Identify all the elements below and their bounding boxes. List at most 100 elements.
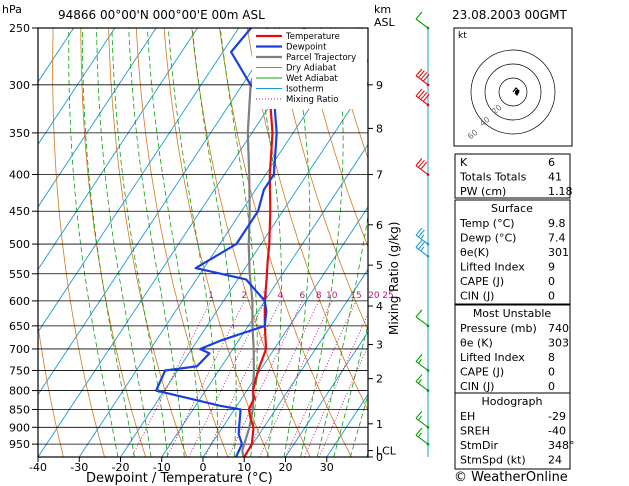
isotherm-line [38,28,116,146]
mixing-ratio-line [259,300,333,457]
legend-label: Parcel Trajectory [286,53,356,63]
most-unstable-key: Pressure (mb) [460,322,537,335]
dry-adiabat-line [580,28,629,457]
mixing-ratio-label: 4 [277,291,283,301]
pressure-tick-label: 650 [9,320,30,333]
hodograph-trace [512,87,520,97]
info-panel: K 6 Totals Totals 41 PW (cm) 1.18 Surface Temp … [454,153,575,470]
mixing-ratio-label: 10 [326,291,338,301]
mixing-ratio-line [204,300,281,457]
km-tick-label: 3 [376,338,383,351]
hodograph-info-value: 24 [548,454,562,467]
legend-label: Isotherm [286,85,324,95]
wet-adiabat-line [349,393,368,457]
surface-key: Temp (°C) [459,217,515,230]
legend-label: Dewpoint [286,43,327,53]
wind-barb [415,68,430,87]
wind-barb [415,427,430,446]
isotherm-line [243,268,368,457]
station-header: 94866 00°00'N 000°00'E 00m ASL [58,8,265,22]
isotherm-line [285,331,368,457]
dry-adiabat-line [302,28,368,248]
surface-title: Surface [491,202,533,215]
pressure-axis: 250 300 350 400 450 500 550 600 650 700 750 800 850 9… [9,22,38,451]
hodograph-info-value: -29 [548,410,566,423]
mixing-ratio-labels: 1 2 3 4 6 8 10 15 20 25 [208,291,394,301]
hodograph-ring-60 [470,49,556,135]
most-unstable-value: 303 [548,337,569,350]
hodograph-unit: kt [458,31,467,41]
dry-adiabat-line [608,28,629,457]
wind-barb [415,309,430,328]
pressure-tick-label: 750 [9,364,30,377]
pressure-tick-label: 500 [9,238,30,251]
dry-adiabat-line [246,28,368,411]
dewpoint-line [155,28,278,457]
surface-key: Lifted Index [460,261,525,274]
legend-label: Dry Adiabat [286,64,337,74]
pressure-tick-label: 550 [9,268,30,281]
wet-adiabat-line [82,28,135,457]
dry-adiabat-line [80,28,147,457]
surface-key: CIN (J) [460,290,494,303]
surface-box [454,199,571,305]
most-unstable-key: θe (K) [460,337,493,350]
mixing-ratio-label: 8 [316,291,322,301]
pressure-tick-label: 400 [9,169,30,182]
wet-adiabat-line [283,28,311,457]
mixing-ratio-line [303,312,368,457]
pressure-tick-label: 250 [9,22,30,35]
wet-adiabat-line [316,213,368,457]
pressure-tick-label: 300 [9,79,30,92]
indices-box [454,153,571,199]
km-tick-label: 2 [376,373,383,386]
hodograph: kt 20 40 60 [453,27,573,147]
surface-value: 7.4 [548,232,566,245]
isotherm-line [161,143,368,457]
pressure-tick-label: 850 [9,403,30,416]
most-unstable-value: 740 [548,322,569,335]
x-axis-title: Dewpoint / Temperature (°C) [86,471,273,486]
dry-adiabat-line [330,28,368,160]
index-key: Totals Totals [459,171,527,184]
dry-adiabat-line [38,322,64,457]
dry-adiabat-line [135,28,229,457]
km-tick-label: 9 [376,79,383,92]
temperature-tick-label: 10 [237,461,251,474]
mixing-ratio-label: 3 [262,291,268,301]
wind-barb [415,11,430,30]
datetime-header: 23.08.2003 00GMT [452,8,567,22]
km-tick-label: 4 [376,300,383,313]
hodograph-info-title: Hodograph [482,395,543,408]
legend-background [252,29,367,109]
km-tick-label: 6 [376,219,383,232]
temperature-tick-label: 30 [320,461,334,474]
most-unstable-key: CIN (J) [460,380,494,393]
wet-adiabat-line [192,28,237,457]
index-key: K [460,156,468,169]
isotherm-line [38,28,240,333]
temperature-tick-label: -10 [153,461,171,474]
hodograph-info-value: 348° [548,439,575,452]
pressure-tick-label: 800 [9,385,30,398]
hodograph-frame [453,27,573,147]
temperature-tick-label: -40 [29,461,47,474]
pressure-tick-label: 450 [9,205,30,218]
temperature-tick-label: -20 [112,461,130,474]
copyright-footer: © WeatherOnline [454,470,568,485]
temperature-tick-label: 0 [200,461,207,474]
wet-adiabat-line [147,28,202,457]
mixing-ratio-label: 20 [368,291,380,301]
most-unstable-title: Most Unstable [473,307,552,320]
hodograph-info-key: SREH [460,425,490,438]
isotherm-line [202,206,368,457]
dry-adiabat-line [108,28,188,457]
isotherm-line [38,28,281,396]
km-tick-label: 1 [376,418,383,431]
surface-value: 9 [548,261,555,274]
mixing-ratio-axis-title: Mixing Ratio (g/kg) [387,222,401,335]
km-tick-label: LCL [376,445,397,458]
surface-key: θe(K) [460,246,489,259]
